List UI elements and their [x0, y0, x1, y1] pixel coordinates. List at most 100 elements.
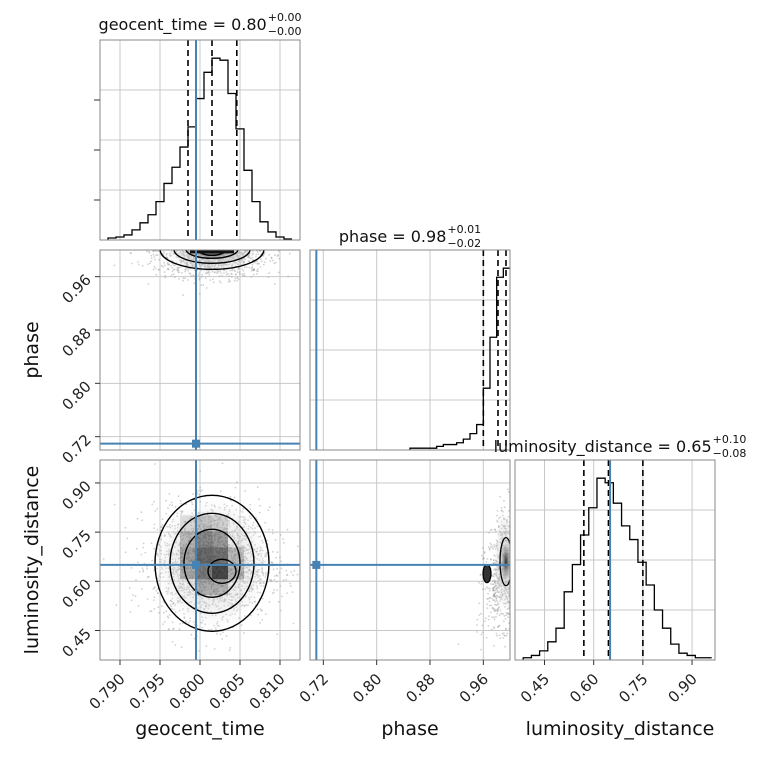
panel-geocent_time-vs-phase-sample-point: [182, 294, 185, 297]
panel-geocent_time-vs-phase-sample-point: [173, 276, 176, 279]
panel-geocent_time-vs-phase-sample-point: [253, 268, 255, 270]
panel-geocent_time-vs-phase-sample-point: [268, 272, 271, 275]
x-axis-label: geocent_time: [135, 718, 264, 740]
panel-geocent_time-vs-phase-sample-point: [170, 274, 173, 277]
panel-geocent_time-vs-phase-sample-point: [221, 274, 224, 277]
panel-phase-vs-luminosity_distance-sample-point: [492, 587, 494, 590]
panel-geocent_time-vs-phase-sample-point: [155, 250, 158, 252]
panel-phase-vs-luminosity_distance-sample-point: [491, 616, 493, 619]
panel-geocent_time-vs-phase-sample-point: [155, 254, 158, 256]
panel-geocent_time-vs-phase-sample-point: [157, 269, 160, 271]
panel-geocent_time-vs-luminosity_distance-sample-point: [162, 623, 165, 625]
panel-phase-vs-luminosity_distance-sample-point: [494, 592, 497, 595]
panel-phase-vs-luminosity_distance-sample-point: [496, 510, 499, 512]
panel-phase-vs-luminosity_distance-sample-point: [490, 558, 492, 561]
panel-phase-vs-luminosity_distance-sample-point: [487, 587, 489, 590]
panel-geocent_time-vs-phase-sample-point: [152, 253, 155, 256]
panel-geocent_time-vs-luminosity_distance-sample-point: [261, 619, 264, 621]
panel-geocent_time-vs-phase-sample-point: [276, 255, 279, 257]
panel-geocent_time-vs-phase-sample-point: [200, 276, 203, 278]
panel-phase-vs-luminosity_distance-sample-point: [491, 606, 494, 609]
panel-phase-vs-luminosity_distance-density-core: [500, 539, 510, 584]
title-upper-error: +0.00: [268, 11, 302, 24]
panel-geocent_time-vs-luminosity_distance-sample-point: [258, 511, 261, 514]
panel-phase-vs-luminosity_distance-sample-point: [493, 595, 496, 598]
panel-geocent_time-vs-luminosity_distance-sample-point: [153, 608, 156, 610]
panel-geocent_time-vs-luminosity_distance-sample-point: [167, 628, 170, 631]
panel-phase-vs-luminosity_distance-sample-point: [492, 586, 495, 589]
panel-phase-vs-luminosity_distance-sample-point: [504, 618, 507, 620]
panel-geocent_time-vs-phase-sample-point: [237, 278, 240, 281]
panel-geocent_time-vs-luminosity_distance-sample-point: [153, 596, 156, 599]
panel-geocent_time-vs-luminosity_distance-density-bin: [212, 563, 228, 580]
panel-geocent_time-vs-luminosity_distance-sample-point: [180, 646, 183, 649]
panel-phase-vs-luminosity_distance-sample-point: [498, 614, 501, 617]
panel-phase-vs-luminosity_distance-sample-point: [481, 588, 484, 591]
panel-phase-vs-luminosity_distance-sample-point: [493, 603, 496, 606]
panel-geocent_time-vs-luminosity_distance-sample-point: [289, 585, 292, 588]
panel-geocent_time-vs-phase-sample-point: [262, 255, 265, 257]
panel-geocent_time-vs-luminosity_distance-sample-point: [285, 569, 288, 572]
panel-geocent_time-vs-phase-sample-point: [156, 254, 159, 256]
panel-geocent_time-vs-phase-sample-point: [146, 250, 149, 253]
panel-phase-vs-luminosity_distance-content: [457, 488, 510, 651]
panel-geocent_time-vs-phase-truth-marker: [192, 439, 200, 448]
panel-geocent_time-vs-phase-sample-point: [146, 263, 149, 266]
panel-geocent_time-vs-luminosity_distance-sample-point: [258, 498, 260, 501]
panel-geocent_time-vs-phase-sample-point: [192, 274, 194, 277]
panel-geocent_time-vs-luminosity_distance-sample-point: [213, 648, 216, 650]
panel-geocent_time-vs-phase-sample-point: [274, 254, 276, 257]
panel-geocent_time-vs-phase-sample-point: [252, 269, 254, 271]
panel-geocent_time-vs-luminosity_distance-sample-point: [163, 621, 166, 623]
panel-geocent_time-vs-phase-sample-point: [270, 256, 273, 259]
xtick-label-geocent_time: 0.795: [126, 670, 169, 713]
panel-phase-vs-luminosity_distance-sample-point: [492, 594, 495, 597]
panel-geocent_time-vs-phase-sample-point: [255, 269, 258, 272]
panel-geocent_time-vs-phase-sample-point: [198, 277, 201, 280]
panel-geocent_time-vs-phase-sample-point: [265, 257, 267, 260]
panel-geocent_time-vs-luminosity_distance-sample-point: [221, 638, 224, 640]
panel-phase-vs-luminosity_distance-sample-point: [503, 500, 505, 502]
title-main: phase = 0.98: [339, 227, 446, 246]
panel-geocent_time-vs-luminosity_distance-sample-point: [261, 610, 263, 612]
panel-phase-vs-luminosity_distance-sample-point: [478, 614, 481, 616]
title-lower-error: −0.08: [713, 447, 747, 460]
panel-geocent_time-vs-luminosity_distance-sample-point: [192, 493, 194, 495]
xtick-label-phase: 0.88: [402, 670, 438, 706]
panel-geocent_time-vs-phase-sample-point: [197, 274, 200, 277]
panel-geocent_time-vs-luminosity_distance-sample-point: [172, 628, 174, 630]
panel-geocent_time-vs-phase-contour: [159, 250, 265, 271]
panel-phase-vs-luminosity_distance-sample-point: [486, 603, 488, 606]
panel-geocent_time-vs-phase-sample-point: [228, 275, 231, 277]
panel-geocent_time-vs-luminosity_distance-sample-point: [142, 570, 145, 573]
xtick-label-geocent_time: 0.805: [206, 670, 249, 713]
hist-phase-frame: [309, 249, 511, 451]
panel-geocent_time-vs-luminosity_distance-sample-point: [165, 512, 168, 515]
panel-geocent_time-vs-luminosity_distance-sample-point: [144, 551, 147, 554]
panel-phase-vs-luminosity_distance-sample-point: [491, 589, 494, 592]
panel-geocent_time-vs-phase-sample-point: [252, 269, 255, 272]
panel-geocent_time-vs-phase-sample-point: [150, 254, 153, 257]
panel-geocent_time-vs-phase-sample-point: [193, 274, 195, 277]
panel-title-geocent_time: geocent_time = 0.80 +0.00−0.00: [99, 11, 302, 38]
panel-title-phase: phase = 0.98 +0.01−0.02: [339, 223, 481, 250]
panel-geocent_time-vs-luminosity_distance-density-bin: [196, 579, 212, 596]
panel-geocent_time-vs-luminosity_distance-sample-point: [268, 528, 270, 531]
panel-geocent_time-vs-phase-sample-point: [278, 258, 281, 260]
panel-phase-vs-luminosity_distance-sample-point: [501, 633, 504, 635]
panel-geocent_time-vs-phase-sample-point: [164, 274, 167, 277]
panel-geocent_time-vs-luminosity_distance-sample-point: [264, 521, 266, 524]
panel-geocent_time-vs-phase-sample-point: [160, 264, 163, 267]
panel-geocent_time-vs-luminosity_distance-sample-point: [271, 529, 274, 531]
panel-geocent_time-vs-luminosity_distance-clipped: [102, 462, 299, 652]
panel-geocent_time-vs-luminosity_distance-sample-point: [279, 585, 282, 587]
panel-geocent_time-vs-luminosity_distance-sample-point: [153, 527, 155, 530]
panel-geocent_time-vs-luminosity_distance-sample-point: [215, 632, 218, 635]
panel-phase-vs-luminosity_distance-sample-point: [485, 561, 488, 563]
panel-geocent_time-vs-luminosity_distance-sample-point: [141, 567, 144, 569]
panel-geocent_time-vs-luminosity_distance-sample-point: [168, 628, 171, 630]
panel-geocent_time-vs-luminosity_distance-truth-marker: [192, 560, 200, 569]
panel-phase-vs-luminosity_distance-sample-point: [493, 616, 495, 618]
panel-geocent_time-vs-luminosity_distance-density-bin: [212, 531, 228, 548]
panel-geocent_time-vs-phase-sample-point: [150, 260, 153, 263]
